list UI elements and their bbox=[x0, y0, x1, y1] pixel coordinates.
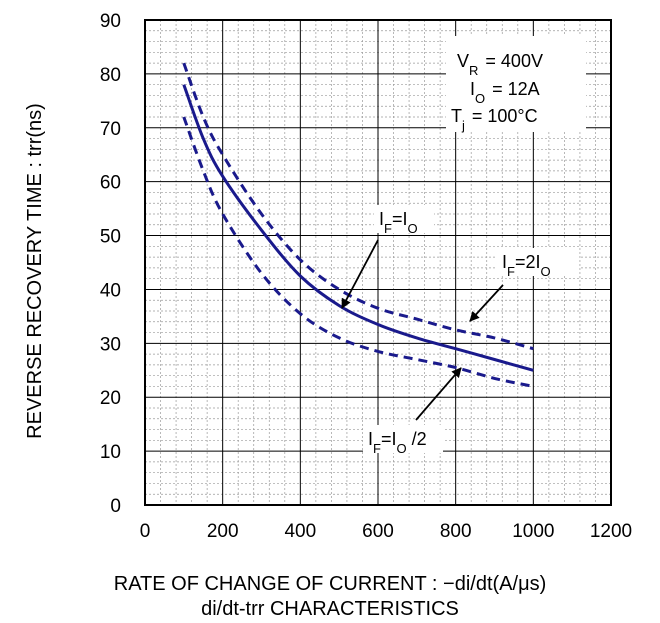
series-line-i-f-i-o bbox=[182, 84, 534, 372]
plot-frame bbox=[144, 19, 612, 506]
series-label: IF=IO bbox=[374, 205, 434, 236]
x-tick-label: 400 bbox=[284, 521, 316, 542]
series-label-text: IF=IO /2 bbox=[368, 429, 427, 456]
series-label-text: IF=2IO bbox=[502, 252, 551, 279]
series-layer bbox=[182, 62, 534, 388]
x-tick-label: 200 bbox=[207, 521, 239, 542]
x-tick-label: 0 bbox=[140, 521, 151, 542]
y-tick-label: 10 bbox=[100, 442, 121, 463]
y-tick-label: 20 bbox=[100, 388, 121, 409]
annotation-layer: IF=IO IF=2IO IF=IO /2 bbox=[341, 205, 579, 456]
annotation-arrow bbox=[341, 239, 379, 309]
series-line-i-f-i-o-2 bbox=[182, 116, 534, 388]
y-axis-label: REVERSE RECOVERY TIME : trr(ns) bbox=[24, 103, 46, 439]
x-tick-label: 1200 bbox=[590, 521, 632, 542]
label-background bbox=[497, 248, 579, 276]
x-tick-label: 800 bbox=[440, 521, 472, 542]
x-tick-labels: 0 200 400 600 800 1000 1200 bbox=[140, 521, 632, 542]
condition-tj: Tj = 100°C bbox=[451, 106, 538, 133]
label-background bbox=[374, 205, 434, 233]
y-tick-label: 60 bbox=[100, 173, 121, 194]
y-tick-label: 0 bbox=[110, 496, 121, 517]
x-tick-label: 1000 bbox=[512, 521, 554, 542]
y-tick-label: 70 bbox=[100, 119, 121, 140]
chart-title: di/dt-trr CHARACTERISTICS bbox=[201, 598, 459, 620]
annotation-arrow bbox=[469, 284, 504, 322]
label-background bbox=[363, 425, 443, 453]
y-tick-label: 80 bbox=[100, 65, 121, 86]
series-label: IF=IO /2 bbox=[363, 425, 443, 456]
y-tick-label: 50 bbox=[100, 227, 121, 248]
y-tick-label: 30 bbox=[100, 334, 121, 355]
conditions-box bbox=[446, 36, 586, 132]
series-label-text: IF=IO bbox=[379, 209, 418, 236]
condition-vr: VR = 400V bbox=[457, 51, 543, 78]
x-axis-label: RATE OF CHANGE OF CURRENT : −di/dt(A/μs) bbox=[113, 573, 547, 595]
y-tick-label: 90 bbox=[100, 11, 121, 32]
annotation-arrow bbox=[415, 367, 462, 421]
y-tick-label: 40 bbox=[100, 280, 121, 301]
condition-io: IO = 12A bbox=[470, 79, 540, 106]
series-label: IF=2IO bbox=[497, 248, 579, 279]
y-tick-labels: 0 10 20 30 40 50 60 70 80 90 bbox=[100, 11, 121, 517]
x-tick-label: 600 bbox=[362, 521, 394, 542]
